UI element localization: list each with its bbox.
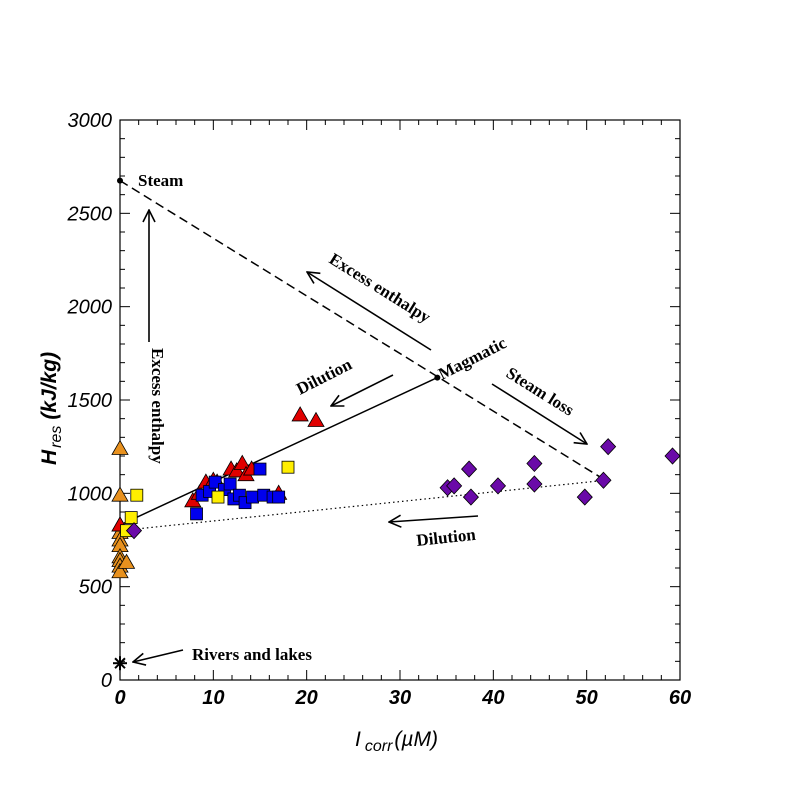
diamond-point (462, 488, 479, 506)
x-tick-label: 50 (576, 687, 598, 709)
data-points (111, 406, 681, 671)
x-tick-label: 0 (114, 687, 125, 709)
square-point (211, 490, 225, 504)
dilution-lower-arrow (389, 516, 479, 522)
y-axis-label: Hres(kJ/kg) (38, 352, 65, 465)
rivers-lakes-arrow (133, 649, 184, 662)
triangle-point (233, 454, 251, 470)
square-point (130, 488, 144, 502)
y-tick-label: 0 (101, 670, 112, 692)
axis-ticks (119, 119, 681, 681)
triangle-point (111, 562, 129, 579)
excess-enthalpy-diagonal-arrow (307, 272, 432, 351)
x-tick-label: 40 (481, 687, 504, 709)
square-point (124, 511, 138, 525)
diamond-point (461, 460, 478, 478)
y-tick-label: 3000 (68, 110, 113, 132)
diamond-point (125, 522, 143, 540)
dilution-upper-arrow (331, 374, 394, 406)
square-point (246, 490, 259, 504)
diamond-point (664, 447, 681, 465)
square-point (190, 507, 203, 521)
triangle-point (227, 462, 246, 478)
square-point (272, 490, 286, 504)
diamond-point (526, 475, 543, 493)
annotation-labels: Steam Magmatic Excess enthalpy Excess en… (138, 171, 578, 664)
label-excess-enthalpy-diagonal: Excess enthalpy (326, 249, 435, 327)
label-magmatic: Magmatic (435, 333, 510, 384)
x-tick-label: 60 (669, 687, 691, 709)
diamond-point (526, 454, 543, 473)
y-tick-label: 1500 (68, 390, 113, 412)
dashed-mixing-line (119, 180, 606, 481)
reference-points (117, 177, 441, 381)
label-dilution-upper: Dilution (293, 354, 355, 398)
square-point (281, 460, 295, 474)
triangle-point (111, 486, 129, 502)
square-point (223, 477, 237, 491)
y-tick-label: 500 (79, 577, 112, 599)
label-dilution-lower: Dilution (415, 525, 477, 550)
square-point (253, 462, 267, 476)
asterisk-point (113, 656, 127, 671)
steam-loss-arrow (491, 383, 587, 444)
triangle-point (291, 406, 309, 422)
y-tick-label: 1000 (68, 483, 113, 505)
label-steam: Steam (138, 171, 183, 190)
diamond-point (600, 438, 617, 456)
y-tick-label: 2000 (67, 297, 113, 319)
diamond-point (595, 471, 612, 489)
y-tick-label: 2500 (67, 203, 113, 225)
x-tick-label: 30 (389, 687, 411, 709)
annotation-arrows (133, 210, 587, 662)
triangle-point (117, 553, 136, 569)
diamond-point (489, 477, 507, 495)
axis-tick-labels: 0 10 20 30 40 50 60 0 500 1000 1500 2000 2500 3000 (67, 110, 692, 709)
magmatic-point (434, 374, 441, 381)
label-excess-enthalpy-vertical: Excess enthalpy (148, 348, 167, 464)
x-tick-label: 10 (202, 687, 224, 709)
diamond-point (576, 488, 593, 506)
diamond-point (446, 477, 463, 495)
label-steam-loss: Steam loss (503, 363, 578, 420)
steam-point (117, 177, 123, 184)
mixing-lines (119, 180, 606, 532)
dotted-mixing-line (119, 479, 606, 532)
solid-mixing-line (119, 376, 438, 526)
plot-frame (119, 119, 681, 681)
label-rivers-lakes: Rivers and lakes (192, 645, 312, 664)
triangle-point (307, 411, 325, 427)
x-tick-label: 20 (295, 687, 318, 709)
triangle-point (111, 439, 129, 455)
